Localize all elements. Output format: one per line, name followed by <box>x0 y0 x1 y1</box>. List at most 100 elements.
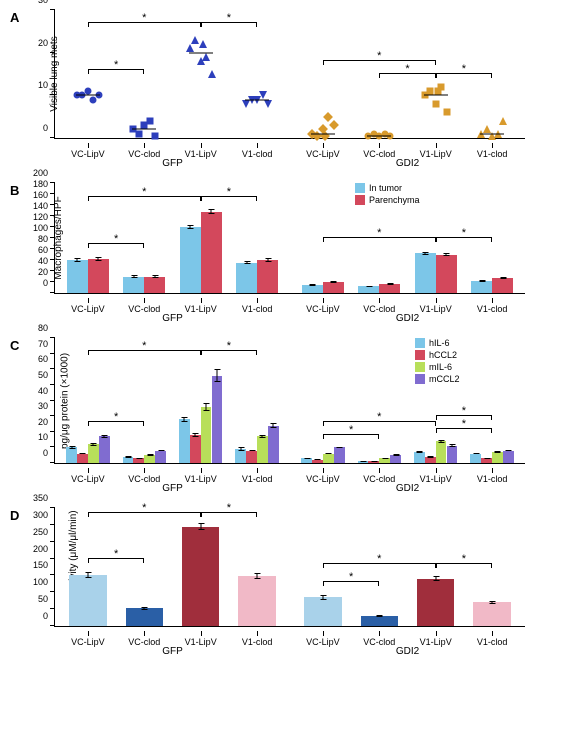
legend-label: hIL-6 <box>429 338 450 348</box>
error-bar <box>446 253 447 256</box>
error-bar <box>216 369 217 382</box>
error-bar <box>389 283 390 285</box>
group-label: GFP <box>162 483 183 494</box>
bar <box>334 447 345 463</box>
legend-item: hIL-6 <box>415 338 460 348</box>
ytick <box>50 137 55 138</box>
group-label: GFP <box>162 313 183 324</box>
bar <box>323 282 344 293</box>
sig-bracket: * <box>323 434 379 435</box>
bar <box>235 449 246 463</box>
xtick-label: V1-LipV <box>420 637 452 647</box>
sig-star: * <box>377 411 381 423</box>
ytick-label: 30 <box>38 401 55 411</box>
error-bar <box>306 458 307 460</box>
error-bar <box>200 523 201 530</box>
error-bar <box>240 447 241 450</box>
error-bar <box>379 615 380 617</box>
xtick-label: VC-LipV <box>306 637 340 647</box>
panel-label: D <box>10 508 19 523</box>
data-point <box>435 88 442 95</box>
error-bar <box>262 435 263 438</box>
xtick-label: VC-clod <box>363 474 395 484</box>
median-line <box>311 133 335 134</box>
ytick-label: 10 <box>38 80 55 90</box>
panel-label: A <box>10 10 19 25</box>
median-line <box>367 135 391 136</box>
error-bar <box>251 450 252 452</box>
sig-bracket: * <box>88 196 201 197</box>
error-bar <box>149 454 150 456</box>
median-line <box>480 133 504 134</box>
sig-star: * <box>114 233 118 245</box>
ytick-label: 0 <box>43 123 55 133</box>
sig-bracket: * <box>201 350 257 351</box>
ytick-label: 160 <box>33 190 55 200</box>
error-bar <box>190 225 191 229</box>
ytick-label: 200 <box>33 168 55 178</box>
bar <box>69 575 107 626</box>
bar <box>358 461 369 463</box>
sig-star: * <box>377 553 381 565</box>
data-point <box>432 100 439 107</box>
error-bar <box>339 447 340 449</box>
error-bar <box>317 459 318 460</box>
legend-swatch <box>415 338 425 348</box>
error-bar <box>395 454 396 456</box>
bar <box>144 455 155 463</box>
xtick-label: V1-clod <box>242 304 273 314</box>
ytick <box>50 248 55 249</box>
sig-bracket: * <box>436 563 492 564</box>
error-bar <box>133 275 134 277</box>
error-bar <box>322 595 323 600</box>
xtick-label: V1-LipV <box>420 474 452 484</box>
ytick-label: 60 <box>38 245 55 255</box>
bar <box>155 451 166 464</box>
ytick <box>50 292 55 293</box>
bar <box>492 278 513 293</box>
bar <box>492 452 503 463</box>
ytick-label: 20 <box>38 417 55 427</box>
bar <box>268 426 279 464</box>
xtick-label: VC-LipV <box>71 474 105 484</box>
ytick <box>50 462 55 463</box>
xtick-label: V1-clod <box>477 474 508 484</box>
xtick-label: VC-clod <box>128 637 160 647</box>
data-point <box>191 36 199 44</box>
legend-label: mIL-6 <box>429 362 452 372</box>
ytick <box>50 259 55 260</box>
bar <box>471 281 492 293</box>
legend-label: mCCL2 <box>429 374 460 384</box>
ytick <box>50 574 55 575</box>
error-bar <box>104 435 105 438</box>
bar <box>66 447 77 463</box>
data-point <box>146 117 153 124</box>
bar <box>238 576 276 626</box>
sig-star: * <box>349 571 353 583</box>
error-bar <box>77 258 78 261</box>
ytick-label: 0 <box>43 448 55 458</box>
bar <box>358 286 379 293</box>
error-bar <box>144 607 145 610</box>
bar <box>67 260 88 293</box>
sig-star: * <box>349 424 353 436</box>
ytick-label: 20 <box>38 267 55 277</box>
xtick-label: VC-LipV <box>306 149 340 159</box>
ytick <box>50 507 55 508</box>
sig-bracket: * <box>88 558 144 559</box>
bar <box>88 259 109 293</box>
ytick <box>50 368 55 369</box>
ytick-label: 200 <box>33 544 55 554</box>
ytick-label: 50 <box>38 370 55 380</box>
bar <box>77 454 88 463</box>
bar <box>88 444 99 463</box>
xtick-label: V1-LipV <box>185 637 217 647</box>
ytick <box>50 204 55 205</box>
ytick <box>50 446 55 447</box>
bar <box>425 457 436 463</box>
xtick-label: VC-clod <box>363 304 395 314</box>
xtick-label: VC-LipV <box>71 149 105 159</box>
error-bar <box>257 573 258 579</box>
xtick-label: V1-clod <box>477 637 508 647</box>
xtick-label: VC-clod <box>128 149 160 159</box>
